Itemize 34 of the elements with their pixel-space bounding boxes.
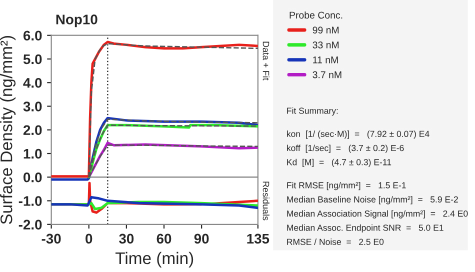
x-tick-label: 60 [156,234,172,244]
text: Median Association Signal [ng/mm²] = 2.4 E0 [287,210,468,218]
text: Median Assoc. Endpoint SNR = 5.0 E1 [287,224,444,233]
text: Data + Fit [262,42,270,80]
y-tick-label: -1.0 [18,196,42,206]
y-tick-label: 2.0 [23,125,42,136]
y-axis-title: Surface Density (ng/mm²) [0,36,16,224]
text: Fit Summary: [287,107,338,116]
y-tick-label: 4.0 [23,78,42,88]
legend-label: 99 nM [312,26,339,34]
x-tick-label: 90 [194,234,209,244]
x-axis-title: Time (min) [115,252,194,268]
y-tick-label: -2.0 [18,220,42,230]
x-tick-label: 135 [247,234,270,244]
y-tick-label: 6.0 [23,30,42,41]
legend-label: 33 nM [312,42,339,48]
x-tick-label: 0 [86,234,92,244]
text: kon [1/ (sec·M)] = (7.92 ± 0.07) E4 [287,130,430,139]
text: Median Baseline Noise [ng/mm²] = 5.9 E-2 [287,196,458,204]
legend-label: 3.7 nM [312,71,342,78]
x-tick-label: -30 [42,234,61,244]
x-tick-label: 30 [119,234,134,244]
chart-title: Nop10 [56,14,98,28]
text: koff [1/sec] = (3.7 ± 0.2) E-6 [287,144,404,153]
text: Kd [M] = (4.7 ± 0.3) E-11 [287,158,392,168]
text: Fit RMSE [ng/mm²] = 1.5 E-1 [287,182,406,190]
y-tick-label: 1.0 [24,148,42,159]
legend-label: 11 nM [313,56,338,64]
legend-title: Probe Conc. [290,11,342,19]
text: Residuals [262,182,270,220]
y-tick-label: 0.0 [24,172,42,182]
y-tick-label: 5.0 [23,54,42,64]
y-tick-label: 3.0 [23,102,42,112]
text: RMSE / Noise = 2.5 E0 [287,238,384,245]
